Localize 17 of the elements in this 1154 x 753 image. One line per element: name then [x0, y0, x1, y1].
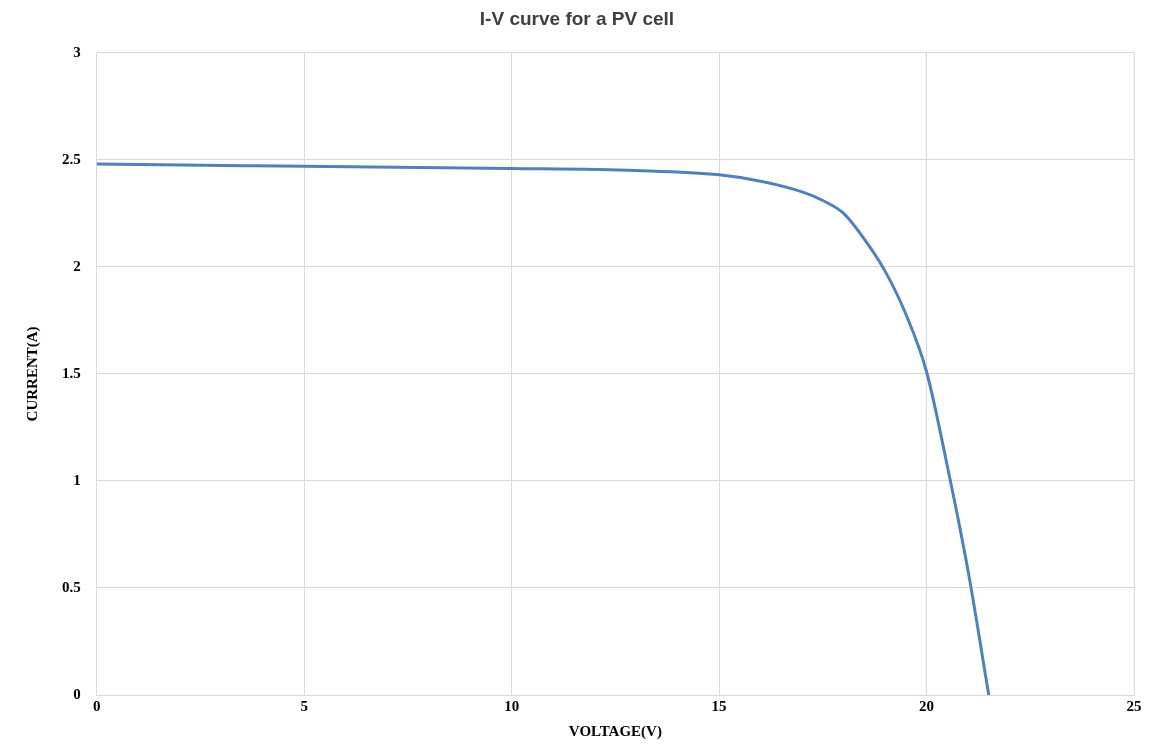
y-tick-label: 3 [73, 43, 81, 60]
chart-title: I-V curve for a PV cell [479, 7, 675, 29]
x-tick-label: 0 [93, 697, 101, 714]
y-tick-label: 0.5 [62, 578, 81, 595]
x-axis-title: VOLTAGE(V) [568, 722, 662, 740]
y-tick-label: 0 [73, 685, 81, 702]
line-series [96, 162, 991, 695]
x-tick-label: 15 [711, 697, 727, 714]
x-tick-label: 20 [919, 697, 935, 714]
y-tick-label: 2.5 [62, 150, 81, 167]
x-tick-label: 10 [504, 697, 520, 714]
y-tick-label: 2 [73, 257, 81, 274]
y-tick-label: 1.5 [62, 364, 81, 381]
y-tick-label: 1 [73, 471, 81, 488]
x-tick-label: 5 [300, 697, 308, 714]
y-axis-title: CURRENT(A) [23, 326, 41, 422]
x-tick-label: 25 [1126, 697, 1142, 714]
